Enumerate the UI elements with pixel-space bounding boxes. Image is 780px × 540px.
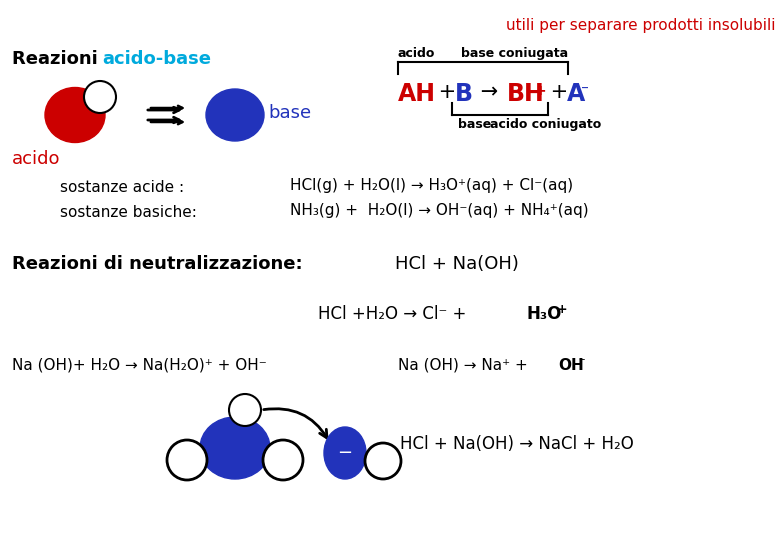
Text: →: → bbox=[474, 82, 505, 102]
Text: AH: AH bbox=[398, 82, 436, 106]
Text: H: H bbox=[278, 453, 288, 467]
Text: ⁻: ⁻ bbox=[578, 356, 585, 369]
Text: NH₃(g) +  H₂O(l) → OH⁻(aq) + NH₄⁺(aq): NH₃(g) + H₂O(l) → OH⁻(aq) + NH₄⁺(aq) bbox=[290, 203, 589, 218]
Text: +: + bbox=[544, 82, 575, 102]
Text: +: + bbox=[535, 84, 547, 98]
Text: B: B bbox=[455, 82, 473, 106]
Text: acido coniugato: acido coniugato bbox=[490, 118, 601, 131]
Text: +: + bbox=[557, 303, 568, 316]
Text: acido: acido bbox=[12, 150, 61, 168]
Text: HCl(g) + H₂O(l) → H₃O⁺(aq) + Cl⁻(aq): HCl(g) + H₂O(l) → H₃O⁺(aq) + Cl⁻(aq) bbox=[290, 178, 573, 193]
Circle shape bbox=[263, 440, 303, 480]
Ellipse shape bbox=[200, 417, 270, 479]
Text: +: + bbox=[432, 82, 463, 102]
Circle shape bbox=[84, 81, 116, 113]
Text: sostanze acide :: sostanze acide : bbox=[60, 180, 184, 195]
Text: BH: BH bbox=[507, 82, 544, 106]
Text: Na (OH)+ H₂O → Na(H₂O)⁺ + OH⁻: Na (OH)+ H₂O → Na(H₂O)⁺ + OH⁻ bbox=[12, 358, 267, 373]
Text: Reazioni di neutralizzazione:: Reazioni di neutralizzazione: bbox=[12, 255, 303, 273]
Text: −: − bbox=[338, 444, 353, 462]
Circle shape bbox=[167, 440, 207, 480]
Text: sostanze basiche:: sostanze basiche: bbox=[60, 205, 197, 220]
Text: H⁺: H⁺ bbox=[94, 92, 106, 102]
Text: utili per separare prodotti insolubili: utili per separare prodotti insolubili bbox=[505, 18, 775, 33]
Text: OH: OH bbox=[558, 358, 583, 373]
Text: H: H bbox=[182, 453, 192, 467]
Text: HCl + Na(OH): HCl + Na(OH) bbox=[395, 255, 519, 273]
Text: base coniugata: base coniugata bbox=[461, 47, 568, 60]
Text: base: base bbox=[458, 118, 491, 131]
Circle shape bbox=[365, 443, 401, 479]
Ellipse shape bbox=[45, 87, 105, 143]
Ellipse shape bbox=[206, 89, 264, 141]
Text: acido: acido bbox=[398, 47, 435, 60]
Text: HCl + Na(OH) → NaCl + H₂O: HCl + Na(OH) → NaCl + H₂O bbox=[400, 435, 633, 453]
Text: ⁻: ⁻ bbox=[581, 84, 589, 99]
Text: H₃O: H₃O bbox=[527, 305, 562, 323]
Text: acido-base: acido-base bbox=[102, 50, 211, 68]
Text: H⁺: H⁺ bbox=[239, 405, 251, 415]
Text: H: H bbox=[378, 455, 388, 468]
Text: Na (OH) → Na⁺ +: Na (OH) → Na⁺ + bbox=[398, 358, 533, 373]
Text: HCl +H₂O → Cl⁻ +: HCl +H₂O → Cl⁻ + bbox=[318, 305, 466, 323]
Ellipse shape bbox=[324, 427, 366, 479]
Text: A: A bbox=[567, 82, 585, 106]
Text: base: base bbox=[268, 104, 311, 122]
Text: Reazioni: Reazioni bbox=[12, 50, 104, 68]
Circle shape bbox=[229, 394, 261, 426]
